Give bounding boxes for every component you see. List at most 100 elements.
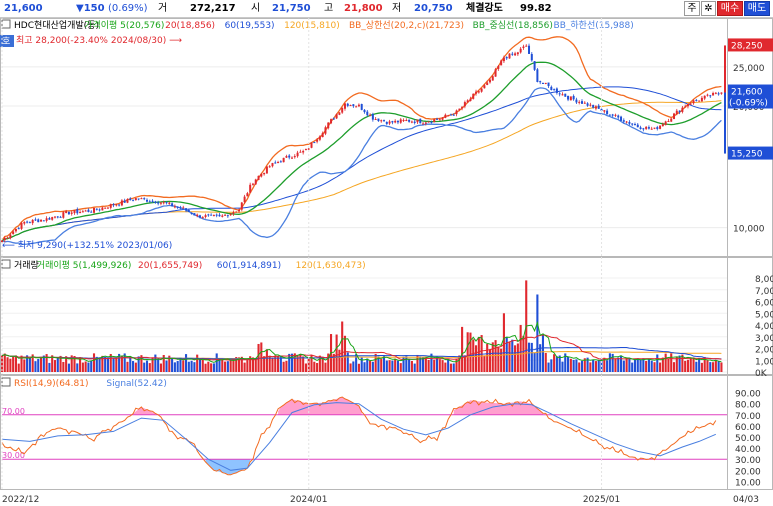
volume-bar [394,358,397,372]
candle-body [59,216,62,218]
volume-bar [427,359,430,372]
volume-bar [419,356,422,372]
buy-button[interactable]: 매수 [717,1,743,16]
volume-bar [112,358,115,372]
candle-body [377,118,380,122]
candle-body [536,69,539,82]
candle-body [555,88,558,93]
volume-bar [603,357,606,372]
volume-bar [143,362,146,372]
candle-body [307,148,310,150]
volume-bar [628,358,631,372]
candle-body [667,120,670,122]
volume-bar [455,359,458,372]
candle-body [330,119,333,124]
candle-body [709,95,712,97]
candle-body [268,166,271,168]
candle-body [706,94,709,96]
stock-menu-button[interactable]: 주 [684,1,700,16]
volume-bar [469,332,472,372]
volume-bar [17,363,20,372]
candle-body [686,104,689,107]
candle-body [17,228,20,230]
rsi-ref-label: 70.00 [2,407,25,416]
gear-icon[interactable]: ✲ [701,1,716,16]
volume-bar [243,362,246,372]
volume-bar [129,356,132,372]
volume-bar [639,359,642,372]
volume-legend-item: 20(1,655,749) [138,261,202,271]
candle-body [567,95,570,100]
candle-body [700,97,703,102]
candle-body [146,199,148,202]
volume-bar [536,294,539,372]
volume-bar [159,363,162,372]
volume-bar [98,357,101,372]
candle-body [62,212,65,218]
volume-bar [678,355,681,372]
volume-bar [625,357,628,372]
candle-body [550,86,553,91]
candle-body [394,120,397,123]
volume-bar [148,363,151,372]
volume-bar [268,355,271,372]
volume-bar [162,354,165,372]
candle-body [70,212,73,214]
candle-body [271,163,274,167]
candle-body [656,127,659,130]
volume-bar [709,362,712,372]
volume-bar [583,358,586,372]
candle-body [458,108,461,110]
volume-bar [42,355,45,372]
candle-body [653,127,656,129]
candle-body [388,121,391,124]
sell-button[interactable]: 매도 [744,1,770,16]
volume-bar [321,356,324,372]
high-price-tag: 28,250 [731,41,763,51]
candle-body [338,112,341,115]
volume-bar [104,356,107,372]
candle-body [90,211,93,213]
candle-body [12,231,15,235]
candle-body [594,106,597,109]
candle-body [371,114,374,120]
volume-bar [31,354,34,372]
candle-body [240,202,243,210]
volume-bar [198,359,202,372]
volume-bar [154,354,157,372]
volume-bar [357,363,360,372]
candle-body [196,214,199,216]
candle-body [402,120,405,122]
volume-bar [692,357,695,372]
volume-bar [48,362,51,372]
volume-bar [488,349,492,372]
candle-body [675,110,678,115]
volume-bar [28,358,31,372]
candle-body [168,202,171,204]
volume-bar [645,360,648,372]
candle-body [360,104,363,110]
volume-bar [580,360,584,372]
volume-bar [265,349,268,372]
candle-body [717,93,720,95]
volume-bar [45,354,48,372]
open-value: 21,750 [272,3,311,14]
volume-bar [382,356,386,372]
candle-body [647,127,650,129]
candle-body [40,219,43,222]
candle-body [664,121,667,126]
candle-body [179,207,182,209]
volume-bar [491,342,494,372]
min-annotation: ⟵ 최저 9,290(+132.51% 2023/01/06) [2,240,172,251]
candle-body [84,210,87,212]
candle-body [48,218,51,220]
volume-bar [606,360,609,372]
volume-bar [224,361,227,372]
candle-body [639,127,642,130]
volume-bar [218,358,221,372]
price-tick-label: 10,000 [733,225,765,235]
volume-bar [659,362,662,372]
candle-body [274,162,277,164]
